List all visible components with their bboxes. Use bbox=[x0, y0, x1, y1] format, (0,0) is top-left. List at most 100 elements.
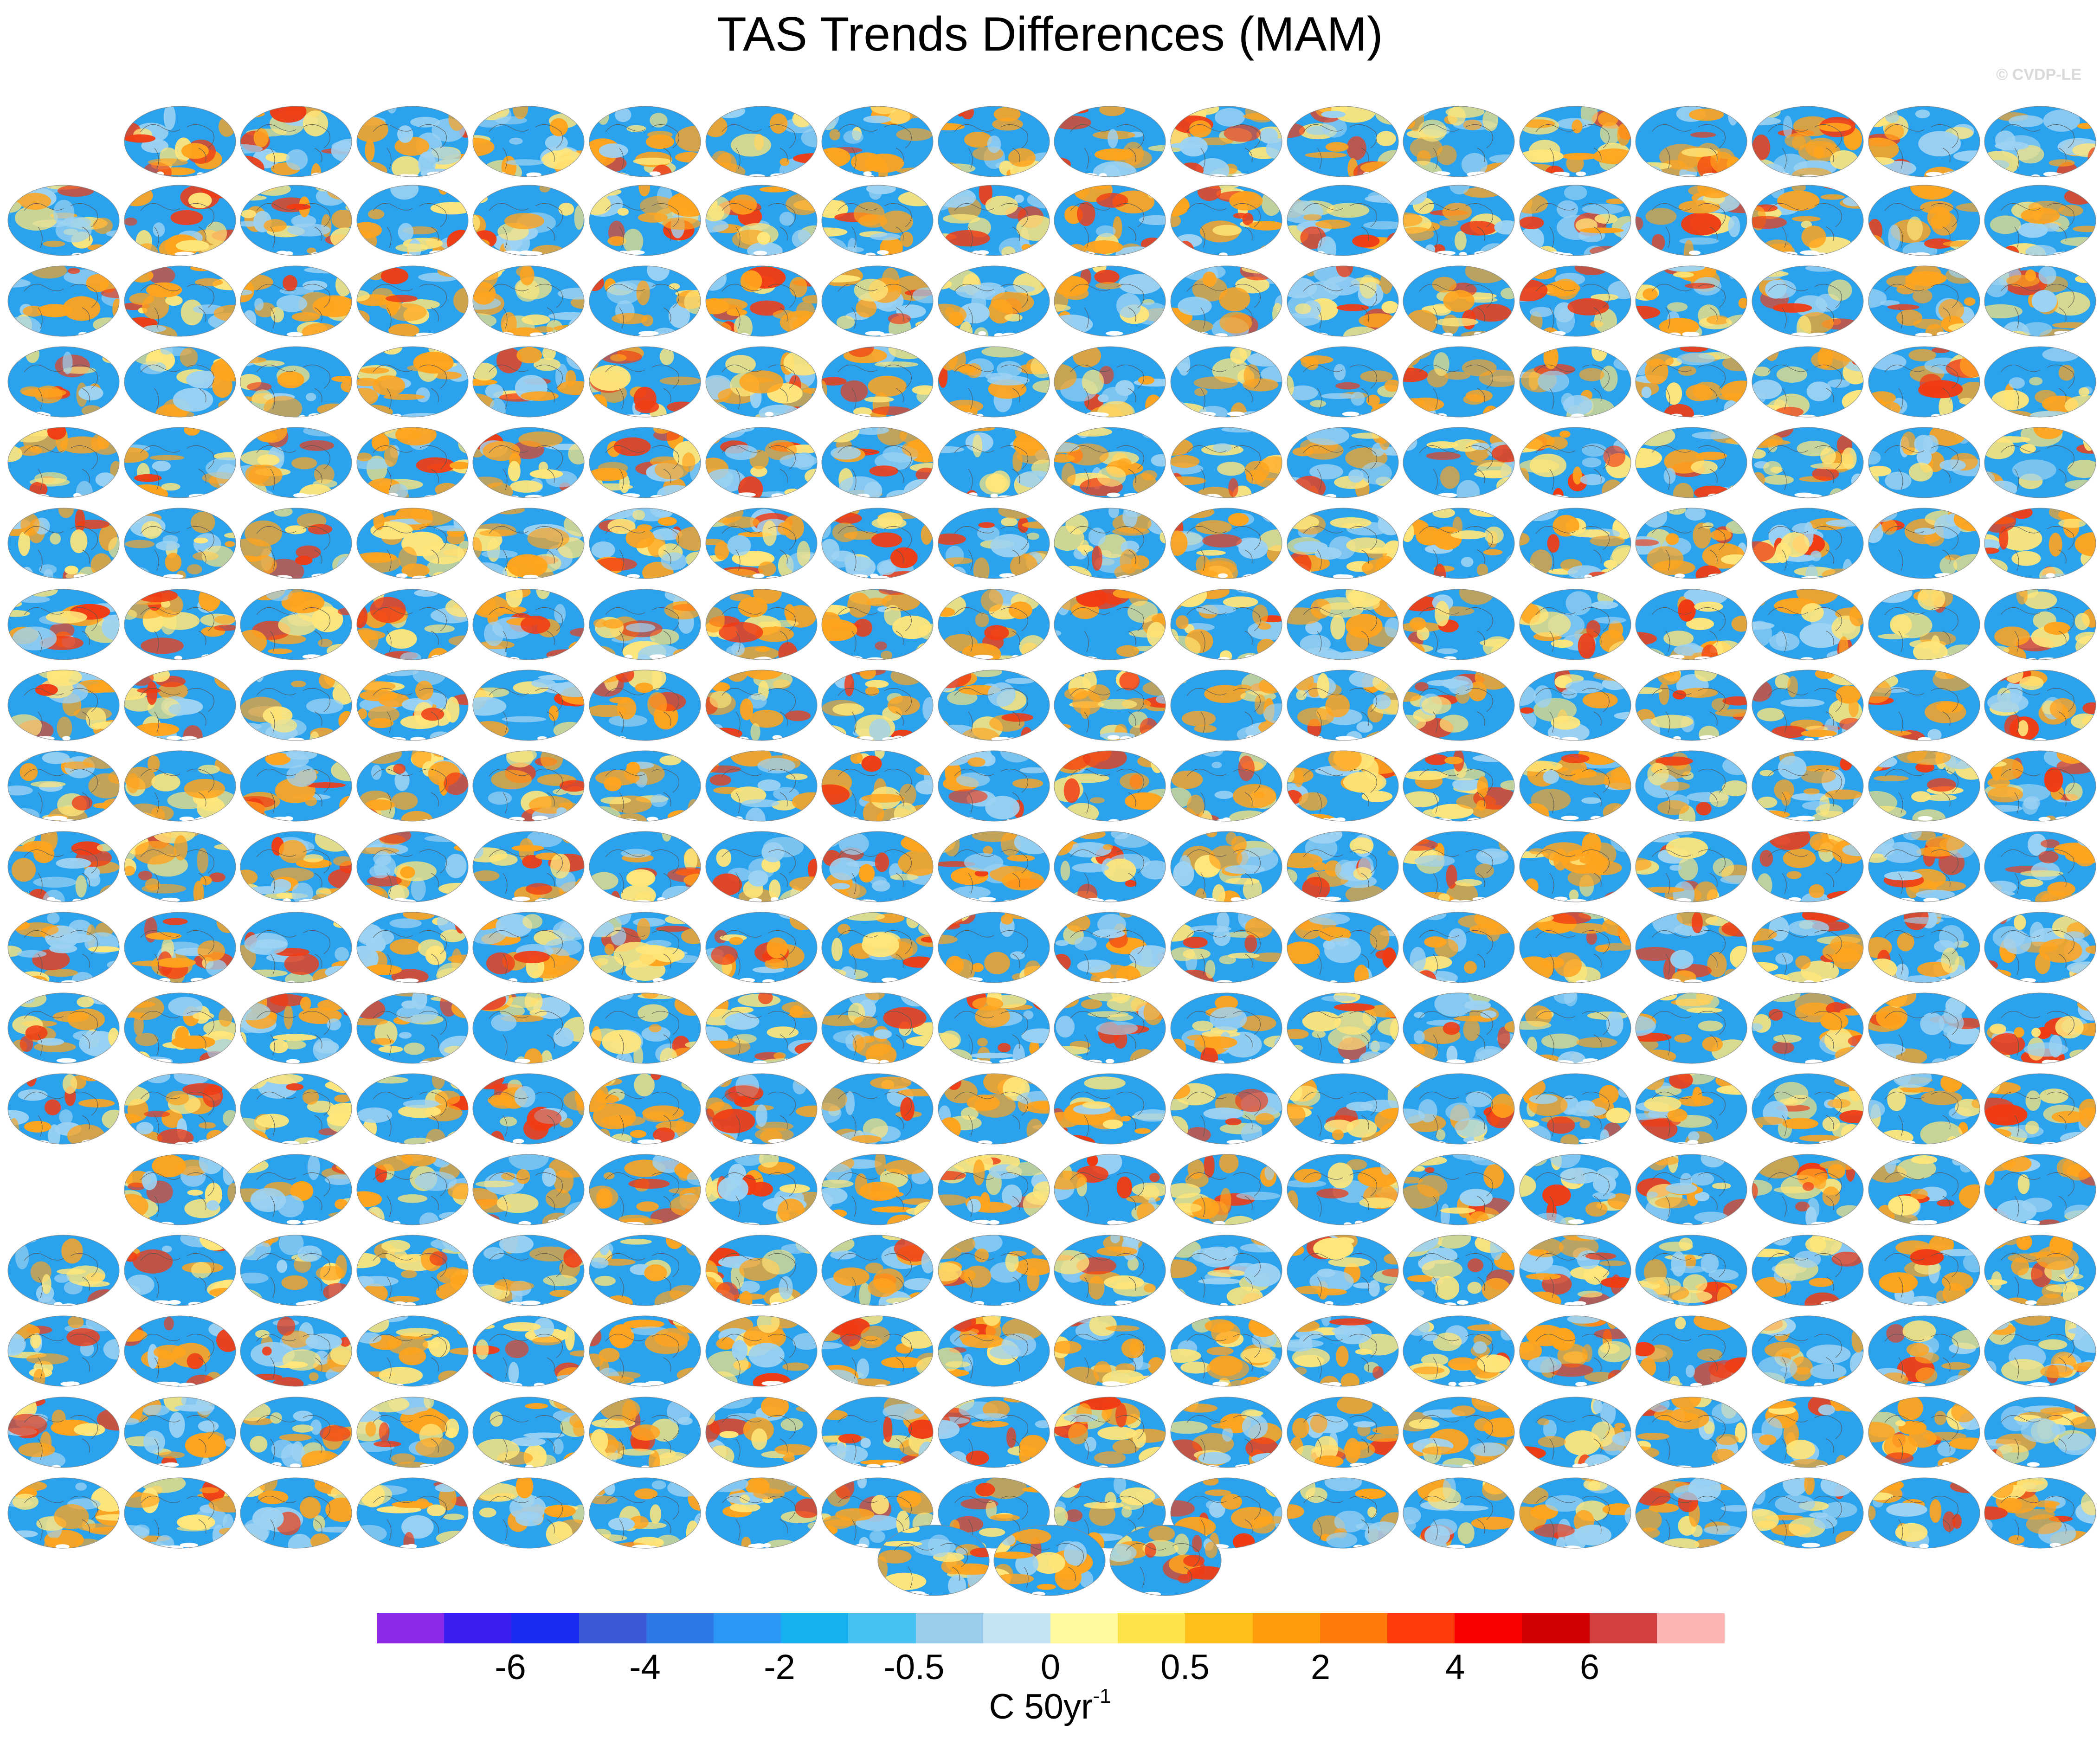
globe-map-icon bbox=[1519, 185, 1631, 256]
globe-map-icon bbox=[1635, 1235, 1747, 1306]
map-panel bbox=[1633, 499, 1749, 581]
map-panel bbox=[1633, 984, 1749, 1066]
globe-map-icon bbox=[821, 1073, 934, 1145]
globe-map-icon bbox=[1287, 1397, 1399, 1468]
globe-map-icon bbox=[821, 831, 934, 902]
globe-map-icon bbox=[938, 589, 1050, 660]
map-panel bbox=[6, 903, 122, 985]
globe-map-icon bbox=[1519, 992, 1631, 1064]
globe-map-icon bbox=[1752, 106, 1864, 177]
map-panel bbox=[1052, 1065, 1168, 1146]
map-panel bbox=[1401, 1226, 1517, 1308]
map-panel bbox=[587, 903, 703, 985]
globe-map-icon bbox=[1519, 750, 1631, 822]
globe-map-icon bbox=[124, 106, 236, 177]
map-panel bbox=[1866, 580, 1982, 662]
map-panel bbox=[1866, 97, 1982, 179]
map-panel bbox=[1285, 580, 1401, 662]
map-panel bbox=[587, 661, 703, 743]
map-panel bbox=[238, 984, 354, 1066]
globe-map-icon bbox=[705, 1477, 818, 1549]
map-panel bbox=[703, 823, 819, 904]
globe-map-icon bbox=[1287, 106, 1399, 177]
globe-map-icon bbox=[1109, 1525, 1222, 1596]
globe-map-icon bbox=[1984, 1477, 2096, 1549]
map-panel bbox=[936, 257, 1052, 339]
map-panel bbox=[1285, 1469, 1401, 1551]
globe-map-icon bbox=[124, 508, 236, 579]
map-panel bbox=[238, 499, 354, 581]
map-panel bbox=[936, 823, 1052, 904]
map-panel bbox=[1633, 419, 1749, 500]
map-panel bbox=[122, 984, 238, 1066]
globe-map-icon bbox=[1403, 1315, 1515, 1387]
map-panel bbox=[1750, 823, 1866, 904]
globe-map-icon bbox=[938, 265, 1050, 337]
globe-map-icon bbox=[1984, 831, 2096, 902]
map-panel bbox=[1866, 338, 1982, 419]
globe-map-icon bbox=[124, 589, 236, 660]
map-panel bbox=[587, 97, 703, 179]
colorbar-tick-label: -6 bbox=[495, 1648, 526, 1687]
map-panel bbox=[122, 1388, 238, 1470]
map-panel bbox=[6, 338, 122, 419]
map-panel bbox=[703, 984, 819, 1066]
colorbar-swatch bbox=[1320, 1613, 1388, 1643]
map-panel bbox=[122, 903, 238, 985]
globe-map-icon bbox=[589, 1397, 701, 1468]
map-panel bbox=[819, 1388, 935, 1470]
map-panel bbox=[819, 1307, 935, 1389]
map-panel bbox=[6, 1307, 122, 1389]
map-panel bbox=[1168, 1226, 1284, 1308]
map-panel bbox=[1401, 661, 1517, 743]
globe-map-icon bbox=[356, 185, 469, 256]
globe-map-icon bbox=[1635, 106, 1747, 177]
map-panel bbox=[819, 97, 935, 179]
colorbar-swatch bbox=[646, 1613, 714, 1643]
map-panel bbox=[354, 1226, 470, 1308]
globe-map-icon bbox=[705, 992, 818, 1064]
globe-map-icon bbox=[1984, 1073, 2096, 1145]
map-panel bbox=[1982, 97, 2098, 179]
map-panel bbox=[1866, 1469, 1982, 1551]
globe-map-icon bbox=[589, 265, 701, 337]
globe-map-icon bbox=[1403, 992, 1515, 1064]
map-panel bbox=[703, 1226, 819, 1308]
map-panel bbox=[6, 1226, 122, 1308]
globe-map-icon bbox=[356, 265, 469, 337]
globe-map-icon bbox=[1403, 750, 1515, 822]
globe-map-icon bbox=[589, 912, 701, 983]
map-panel bbox=[1517, 499, 1633, 581]
map-panel bbox=[876, 1516, 992, 1598]
globe-map-icon bbox=[589, 1154, 701, 1225]
colorbar-swatch bbox=[1656, 1613, 1725, 1643]
map-panel bbox=[1750, 338, 1866, 419]
globe-map-icon bbox=[356, 1477, 469, 1549]
map-panel bbox=[1168, 742, 1284, 824]
globe-map-icon bbox=[1054, 1073, 1166, 1145]
map-panel bbox=[936, 338, 1052, 419]
globe-map-icon bbox=[1519, 1477, 1631, 1549]
map-panel bbox=[1052, 1146, 1168, 1227]
map-panel bbox=[936, 97, 1052, 179]
globe-map-icon bbox=[1635, 1315, 1747, 1387]
map-panel bbox=[122, 580, 238, 662]
globe-map-icon bbox=[1287, 1315, 1399, 1387]
globe-map-icon bbox=[938, 992, 1050, 1064]
globe-map-icon bbox=[589, 831, 701, 902]
map-panel bbox=[1750, 176, 1866, 258]
globe-map-icon bbox=[1170, 346, 1282, 418]
globe-map-icon bbox=[356, 589, 469, 660]
map-panel bbox=[238, 903, 354, 985]
globe-map-icon bbox=[589, 106, 701, 177]
globe-map-icon bbox=[7, 750, 120, 822]
map-panel bbox=[703, 580, 819, 662]
map-panel bbox=[1285, 97, 1401, 179]
globe-map-icon bbox=[7, 1315, 120, 1387]
globe-map-icon bbox=[1868, 670, 1980, 741]
map-panel bbox=[1982, 661, 2098, 743]
globe-map-icon bbox=[938, 508, 1050, 579]
globe-map-icon bbox=[589, 1477, 701, 1549]
globe-map-icon bbox=[1984, 670, 2096, 741]
